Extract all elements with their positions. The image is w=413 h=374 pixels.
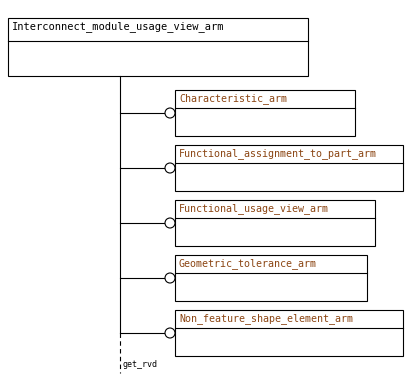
- Text: Characteristic_arm: Characteristic_arm: [178, 93, 286, 104]
- Bar: [8, 18, 307, 76]
- Circle shape: [165, 218, 175, 228]
- Circle shape: [165, 273, 175, 283]
- Circle shape: [165, 163, 175, 173]
- Bar: [175, 200, 374, 246]
- Text: Interconnect_module_usage_view_arm: Interconnect_module_usage_view_arm: [12, 21, 224, 32]
- Text: Geometric_tolerance_arm: Geometric_tolerance_arm: [178, 258, 316, 269]
- Bar: [175, 145, 402, 191]
- Text: Functional_usage_view_arm: Functional_usage_view_arm: [178, 203, 328, 214]
- Bar: [175, 310, 402, 356]
- Circle shape: [165, 108, 175, 118]
- Bar: [175, 255, 366, 301]
- Text: Functional_assignment_to_part_arm: Functional_assignment_to_part_arm: [178, 148, 376, 159]
- Text: get_rvd: get_rvd: [123, 360, 158, 369]
- Bar: [175, 90, 354, 136]
- Circle shape: [165, 328, 175, 338]
- Text: Non_feature_shape_element_arm: Non_feature_shape_element_arm: [178, 313, 352, 324]
